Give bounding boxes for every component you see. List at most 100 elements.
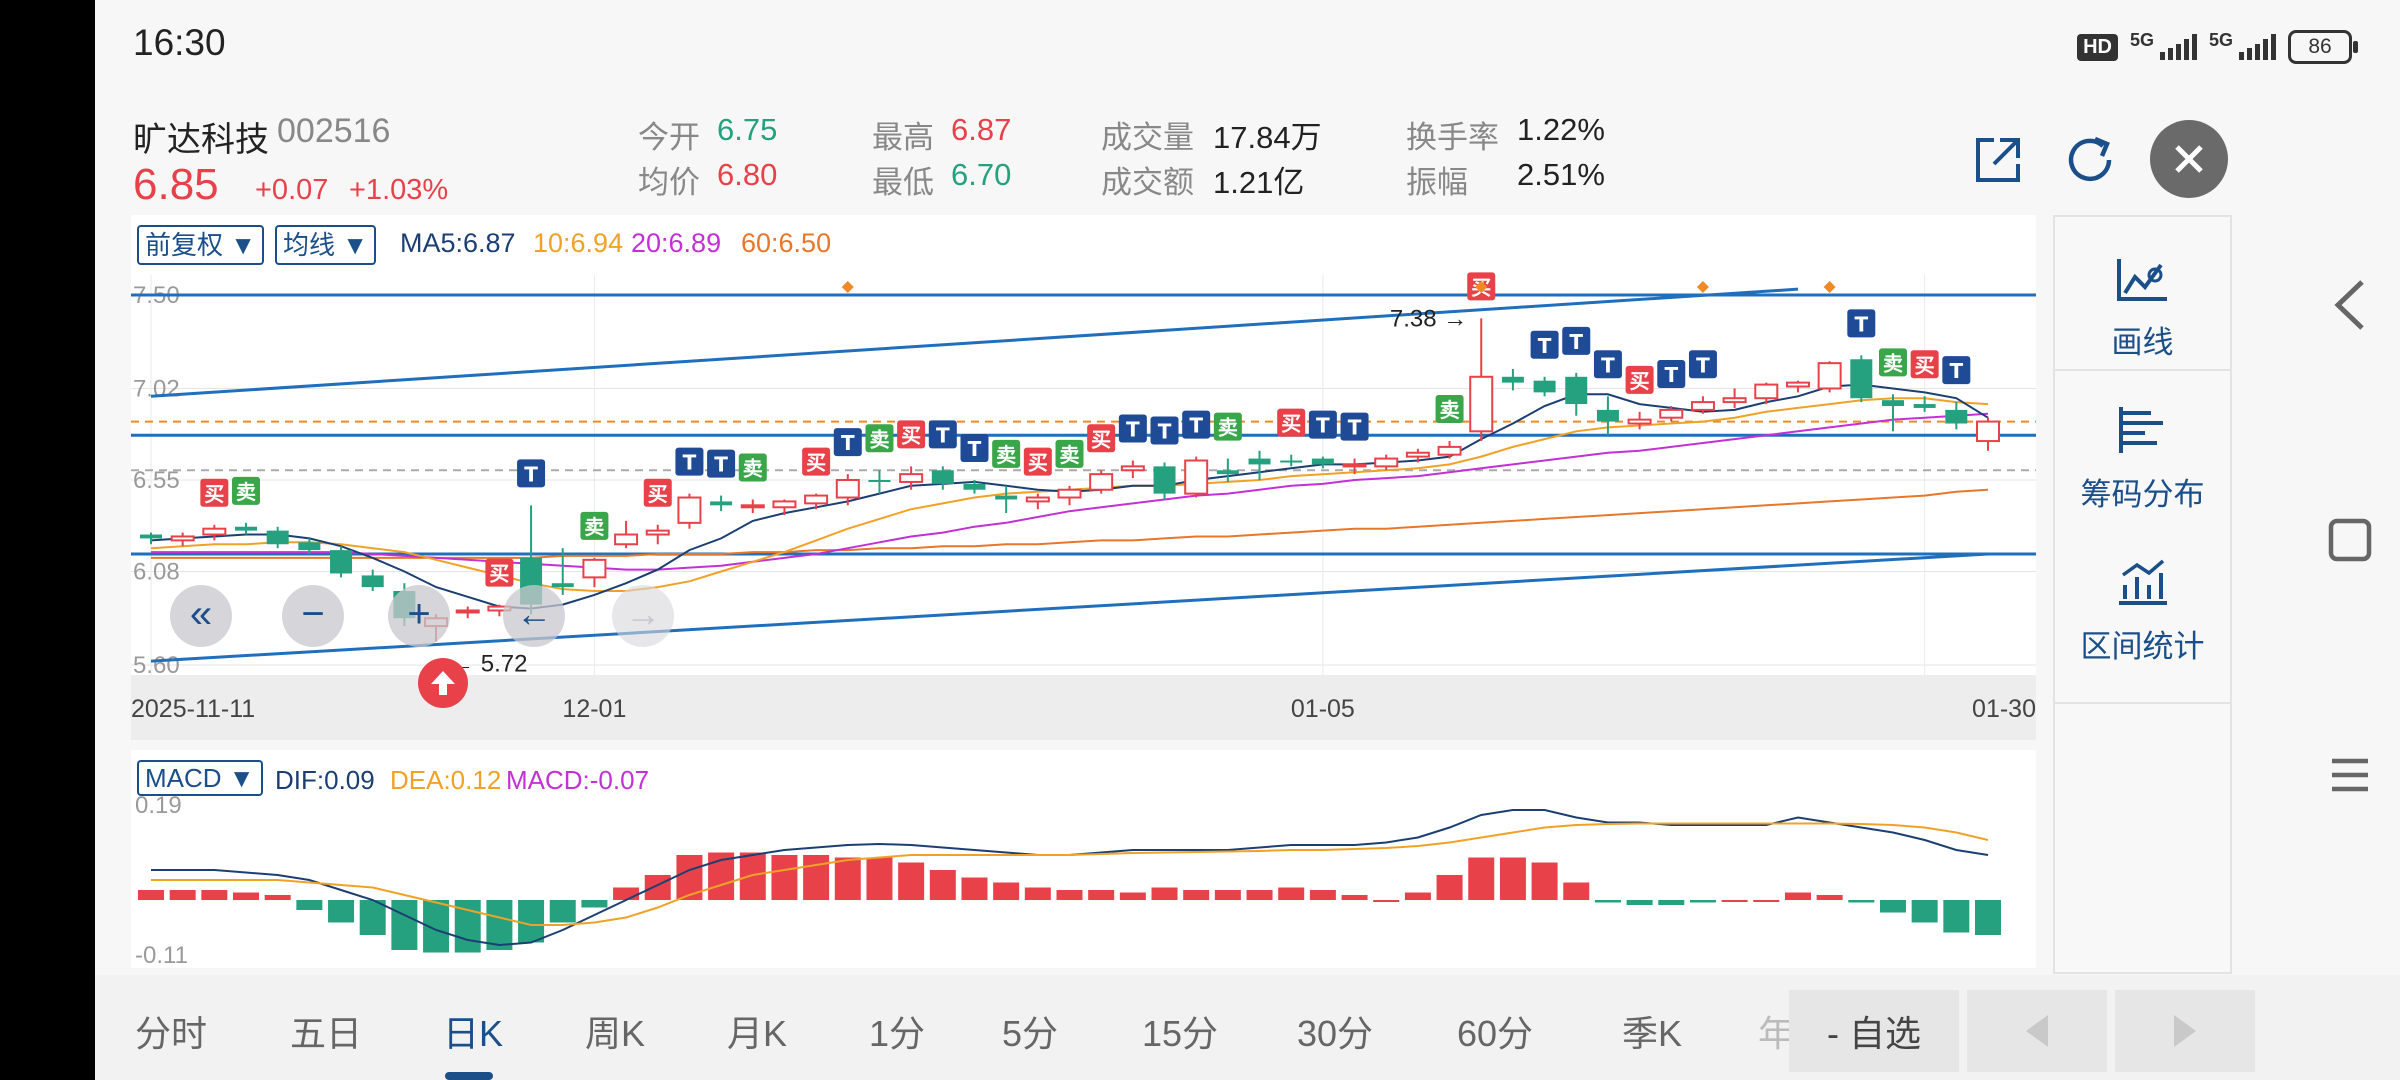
macd-bar (929, 870, 956, 900)
tab-five-day[interactable]: 五日 (290, 1013, 363, 1054)
tab-quarter-k[interactable]: 季K (1622, 1013, 1683, 1054)
tab-minute[interactable]: 分时 (135, 1013, 208, 1054)
indicator-select[interactable]: MACD ▼ (137, 760, 263, 796)
marker-badge (1688, 350, 1717, 379)
macd-bar (1879, 900, 1906, 913)
x-tick-label: 2025-11-11 (131, 695, 255, 723)
marker-label: 买 (1028, 451, 1048, 475)
scroll-up-button[interactable] (418, 658, 468, 708)
candle-body (835, 479, 860, 499)
candle-body (804, 494, 829, 505)
event-diamond (1696, 281, 1709, 293)
next-stock-button[interactable] (2115, 990, 2255, 1072)
marker-badge (675, 447, 704, 476)
tab-year-k[interactable]: 年 (1758, 1013, 1795, 1054)
scroll-left-fast-button[interactable]: « (170, 585, 232, 647)
prev-stock-button[interactable] (1967, 990, 2107, 1072)
trend-line (150, 552, 1989, 663)
high-value: 6.87 (951, 112, 1012, 147)
refresh-button[interactable] (2050, 120, 2130, 200)
candle-body (140, 534, 162, 539)
marker-label: 买 (204, 482, 224, 506)
amount-label: 成交额 (1101, 165, 1194, 200)
marker-badge (1593, 350, 1622, 379)
marker-label: 买 (901, 423, 921, 447)
candle-body (1627, 418, 1652, 425)
battery-icon: 86 (2288, 30, 2358, 64)
volume-label: 成交量 (1101, 120, 1194, 155)
tab-weekly-k[interactable]: 周K (585, 1013, 646, 1054)
marker-badge (1625, 365, 1654, 394)
marker-label: T (1316, 414, 1330, 438)
macd-layer: 0.19 -0.11 (135, 792, 2001, 968)
y-tick-label: 7.02 (133, 375, 180, 402)
tab-30min[interactable]: 30分 (1297, 1013, 1374, 1054)
macd-bar (1721, 900, 1748, 902)
marker-label: 卖 (1218, 416, 1238, 440)
event-diamond (1475, 281, 1488, 293)
macd-bar (296, 900, 323, 910)
range-stats-tool[interactable]: 区间统计 (2055, 557, 2230, 666)
zoom-out-button[interactable]: − (282, 585, 344, 647)
trend-line (150, 287, 1799, 398)
marker-badge (802, 447, 831, 476)
candle-body (1089, 473, 1114, 491)
amplitude-label: 振幅 (1406, 165, 1468, 200)
macd-bar (1119, 892, 1146, 900)
system-back-button[interactable] (2310, 270, 2390, 340)
ma-select[interactable]: 均线 ▼ (275, 225, 376, 265)
tab-60min[interactable]: 60分 (1457, 1013, 1534, 1054)
marker-label: T (1126, 418, 1140, 442)
zoom-in-button[interactable]: + (388, 585, 450, 647)
macd-bar (1214, 890, 1241, 900)
candle-body (1311, 458, 1334, 465)
square-icon (2328, 518, 2372, 562)
scroll-right-button[interactable]: → (612, 585, 674, 647)
avg-label: 均价 (638, 165, 700, 200)
candle-body (1913, 404, 1936, 408)
marker-label: 买 (1915, 353, 1935, 377)
chip-distribution-tool[interactable]: 筹码分布 (2055, 405, 2230, 514)
macd-bar (1943, 900, 1970, 933)
macd-bar (1816, 895, 1843, 900)
draw-line-tool[interactable]: 画线 (2055, 257, 2230, 362)
macd-y-tick-label: -0.11 (135, 942, 188, 968)
open-value: 6.75 (717, 112, 778, 147)
share-button[interactable] (1958, 120, 2038, 200)
macd-bar (1658, 900, 1685, 905)
adjust-select[interactable]: 前复权 ▼ (137, 225, 264, 265)
tab-5min[interactable]: 5分 (1002, 1013, 1059, 1054)
macd-chart[interactable]: 0.19 -0.11 (131, 750, 2036, 968)
app-root: 16:30 HD 5G 5G 86 旷达科技 002516 6.85 +0.07… (95, 0, 2400, 1080)
system-home-button[interactable] (2310, 505, 2390, 575)
candle-body (1025, 496, 1050, 503)
tab-monthly-k[interactable]: 月K (727, 1013, 788, 1054)
marker-label: T (1949, 359, 1963, 383)
tab-15min[interactable]: 15分 (1142, 1013, 1219, 1054)
marker-badge (1055, 439, 1084, 468)
ma5-label: MA5:6.87 (400, 228, 516, 258)
draw-line-label: 画线 (2111, 325, 2174, 360)
ma20-label: 20:6.89 (631, 228, 722, 258)
macd-bar (1183, 890, 1210, 900)
scroll-left-button[interactable]: ← (503, 585, 565, 647)
marker-badge (928, 420, 957, 449)
marker-label: 买 (1091, 427, 1111, 451)
amount-value: 1.21亿 (1213, 165, 1305, 200)
marker-label: 买 (1630, 369, 1650, 393)
candle-body (1722, 397, 1747, 404)
macd-bar (1753, 900, 1780, 902)
marker-label: T (1538, 334, 1552, 358)
macd-y-tick-label: 0.19 (135, 792, 182, 819)
tab-1min[interactable]: 1分 (869, 1013, 926, 1054)
tab-daily-k[interactable]: 日K (443, 1013, 504, 1054)
close-button[interactable] (2150, 120, 2228, 198)
macd-bar (803, 855, 830, 900)
candle-body (170, 535, 195, 542)
system-menu-button[interactable] (2310, 740, 2390, 810)
marker-badge (865, 424, 894, 453)
tool-divider (2055, 369, 2230, 371)
ma10-label: 10:6.94 (533, 228, 624, 258)
watchlist-button[interactable]: - 自选 (1789, 990, 1959, 1072)
